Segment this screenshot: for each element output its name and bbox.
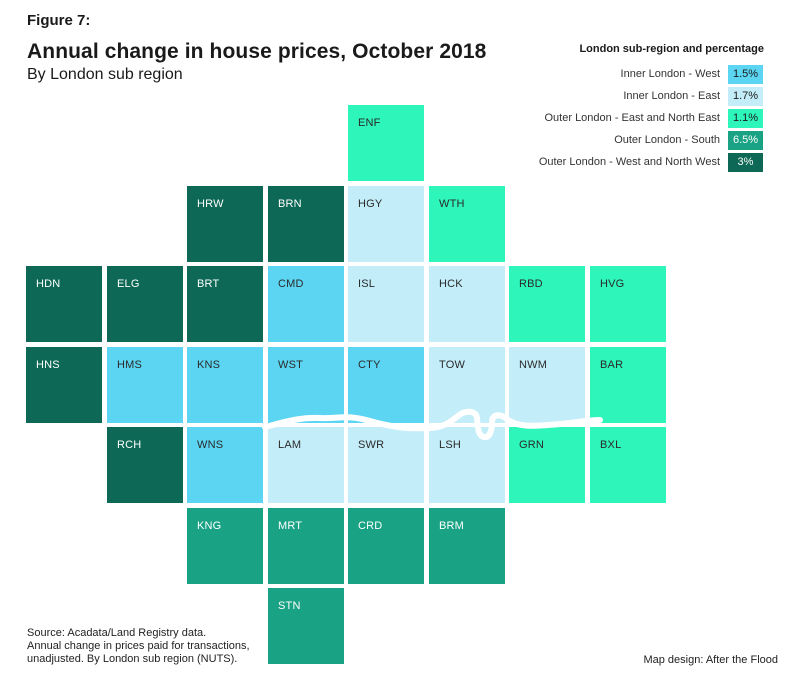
borough-code: HRW	[197, 198, 224, 210]
borough-code: TOW	[439, 359, 466, 371]
borough-tile-wst: WST	[268, 347, 344, 423]
borough-tile-wns: WNS	[187, 427, 263, 503]
borough-code: HGY	[358, 198, 383, 210]
borough-tile-brn: BRN	[268, 186, 344, 262]
legend-item-label: Outer London - South	[614, 134, 720, 146]
borough-code: CTY	[358, 359, 381, 371]
borough-tile-elg: ELG	[107, 266, 183, 342]
legend-item-label: Inner London - West	[620, 68, 720, 80]
borough-tile-lam: LAM	[268, 427, 344, 503]
borough-code: HVG	[600, 278, 625, 290]
borough-tile-grn: GRN	[509, 427, 585, 503]
borough-code: KNS	[197, 359, 221, 371]
borough-code: WST	[278, 359, 304, 371]
borough-code: CRD	[358, 520, 383, 532]
legend-item-value: 3%	[728, 152, 763, 172]
map-credit: Map design: After the Flood	[643, 654, 778, 666]
borough-tile-rbd: RBD	[509, 266, 585, 342]
borough-tile-kns: KNS	[187, 347, 263, 423]
source-line: Annual change in prices paid for transac…	[27, 640, 250, 652]
source-line: unadjusted. By London sub region (NUTS).	[27, 653, 238, 665]
borough-tile-enf: ENF	[348, 105, 424, 181]
borough-tile-bxl: BXL	[590, 427, 666, 503]
borough-code: RCH	[117, 439, 142, 451]
borough-tile-mrt: MRT	[268, 508, 344, 584]
legend-item-value: 6.5%	[728, 130, 763, 150]
borough-code: HMS	[117, 359, 143, 371]
borough-tile-hrw: HRW	[187, 186, 263, 262]
borough-tile-hck: HCK	[429, 266, 505, 342]
borough-code: ELG	[117, 278, 140, 290]
legend-item-value: 1.7%	[728, 86, 763, 106]
borough-tile-kng: KNG	[187, 508, 263, 584]
borough-tile-swr: SWR	[348, 427, 424, 503]
borough-tile-wth: WTH	[429, 186, 505, 262]
borough-code: BRM	[439, 520, 465, 532]
borough-code: NWM	[519, 359, 548, 371]
borough-tile-hdn: HDN	[26, 266, 102, 342]
borough-tile-crd: CRD	[348, 508, 424, 584]
borough-code: SWR	[358, 439, 385, 451]
borough-code: BAR	[600, 359, 624, 371]
borough-code: STN	[278, 600, 301, 612]
legend-item: Inner London - East 1.7%	[463, 85, 763, 107]
borough-code: BXL	[600, 439, 622, 451]
borough-code: HDN	[36, 278, 61, 290]
borough-tile-lsh: LSH	[429, 427, 505, 503]
borough-code: LSH	[439, 439, 461, 451]
borough-tile-bar: BAR	[590, 347, 666, 423]
legend-item-value: 1.5%	[728, 64, 763, 84]
source-note: Source: Acadata/Land Registry data. Annu…	[27, 627, 287, 666]
borough-tile-nwm: NWM	[509, 347, 585, 423]
legend: Inner London - West 1.5% Inner London - Ea…	[463, 63, 763, 173]
borough-code: HCK	[439, 278, 463, 290]
legend-item: Inner London - West 1.5%	[463, 63, 763, 85]
borough-code: ENF	[358, 117, 381, 129]
borough-code: LAM	[278, 439, 302, 451]
borough-code: ISL	[358, 278, 376, 290]
borough-tile-hgy: HGY	[348, 186, 424, 262]
legend-item: Outer London - West and North West 3%	[463, 151, 763, 173]
borough-tile-stn: STN	[268, 588, 344, 664]
figure-label: Figure 7:	[27, 12, 91, 29]
legend-title: London sub-region and percentage	[579, 43, 764, 55]
borough-code: CMD	[278, 278, 304, 290]
borough-tile-hvg: HVG	[590, 266, 666, 342]
legend-item-value: 1.1%	[728, 108, 763, 128]
legend-item-label: Outer London - West and North West	[538, 156, 720, 168]
borough-tile-brt: BRT	[187, 266, 263, 342]
borough-tile-cmd: CMD	[268, 266, 344, 342]
page-subtitle: By London sub region	[27, 66, 183, 83]
legend-item-label: Inner London - East	[623, 90, 720, 102]
borough-code: WTH	[439, 198, 465, 210]
borough-code: WNS	[197, 439, 224, 451]
borough-code: RBD	[519, 278, 543, 290]
borough-tile-hns: HNS	[26, 347, 102, 423]
borough-tile-rch: RCH	[107, 427, 183, 503]
borough-code: MRT	[278, 520, 303, 532]
borough-tile-cty: CTY	[348, 347, 424, 423]
borough-tile-brm: BRM	[429, 508, 505, 584]
legend-item-label: Outer London - East and North East	[544, 112, 721, 124]
borough-tile-hms: HMS	[107, 347, 183, 423]
borough-tile-isl: ISL	[348, 266, 424, 342]
borough-code: GRN	[519, 439, 545, 451]
legend-item: Outer London - South 6.5%	[463, 129, 763, 151]
borough-code: HNS	[36, 359, 60, 371]
legend-item: Outer London - East and North East 1.1%	[463, 107, 763, 129]
page-title: Annual change in house prices, October 2…	[27, 40, 487, 63]
source-line: Source: Acadata/Land Registry data.	[27, 627, 207, 639]
borough-code: BRT	[197, 278, 220, 290]
borough-tile-tow: TOW	[429, 347, 505, 423]
borough-code: BRN	[278, 198, 302, 210]
borough-code: KNG	[197, 520, 222, 532]
